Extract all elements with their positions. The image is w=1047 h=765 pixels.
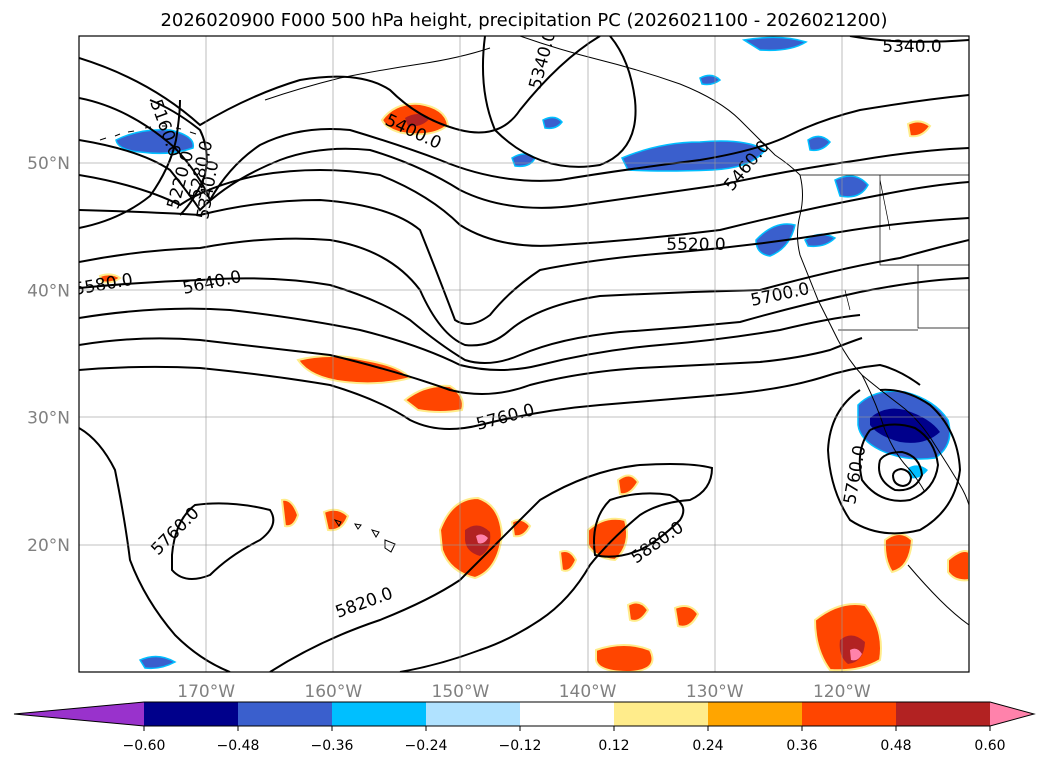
colorbar-swatch xyxy=(896,702,991,726)
colorbar-tick-label: −0.36 xyxy=(311,738,354,754)
height-contour xyxy=(79,307,861,371)
latitude-tick-label: 30°N xyxy=(27,409,70,429)
colorbar-swatch xyxy=(144,702,239,726)
colorbar-swatch xyxy=(14,702,144,726)
latitude-tick-label: 40°N xyxy=(27,281,70,301)
height-contour xyxy=(79,277,969,365)
map-frame xyxy=(78,35,970,673)
precip-weak-negative-patch xyxy=(908,465,928,479)
height-contour xyxy=(892,467,913,488)
contour-label: 5520.0 xyxy=(666,235,725,255)
colorbar-swatch xyxy=(332,702,427,726)
precip-positive-patch xyxy=(403,384,464,413)
precip-negative-patch xyxy=(834,175,869,198)
colorbar-tick-label: −0.24 xyxy=(405,738,448,754)
precip-positive-patch xyxy=(673,605,700,628)
height-contour xyxy=(79,337,863,395)
precip-positive-patch xyxy=(280,498,300,528)
longitude-tick-label: 130°W xyxy=(686,682,744,702)
alaska-coastline xyxy=(264,36,801,176)
precip-shading xyxy=(98,36,969,672)
colorbar-swatch xyxy=(802,702,897,726)
colorbar-swatch xyxy=(614,702,709,726)
precip-positive-patch xyxy=(906,120,932,138)
precip-negative-patch xyxy=(755,223,796,257)
latitude-tick-label: 50°N xyxy=(27,154,70,174)
height-contour xyxy=(79,36,601,134)
gridlines xyxy=(79,36,969,672)
height-contour xyxy=(79,169,969,247)
colorbar: −0.60 −0.48 −0.36 −0.24 −0.12 0.12 0.24 0.36 0.4… xyxy=(13,701,1036,754)
precip-positive-patch xyxy=(947,550,969,582)
height-contour xyxy=(269,463,714,672)
colorbar-swatch xyxy=(426,702,521,726)
colorbar-tick-labels: −0.60 −0.48 −0.36 −0.24 −0.12 0.12 0.24 0.36 0.4… xyxy=(123,726,1006,754)
contour-label: 5340.0 xyxy=(882,37,941,57)
height-contour xyxy=(79,237,969,347)
colorbar-swatch xyxy=(520,702,615,726)
height-contours xyxy=(79,36,969,672)
height-contour xyxy=(79,198,969,325)
longitude-tick-label: 160°W xyxy=(304,682,362,702)
longitude-tick-label: 120°W xyxy=(813,682,871,702)
colorbar-tick-label: −0.48 xyxy=(217,738,260,754)
colorbar-tick-label: −0.60 xyxy=(123,738,166,754)
height-contour xyxy=(826,388,962,535)
precip-positive-patch xyxy=(296,355,412,385)
precip-positive-patch xyxy=(616,474,640,496)
height-contour xyxy=(171,502,275,580)
height-contour xyxy=(79,99,181,229)
colorbar-tick-label: 0.24 xyxy=(692,738,723,754)
political-borders xyxy=(800,174,969,331)
height-contour xyxy=(481,36,637,168)
colorbar-tick-label: 0.48 xyxy=(880,738,911,754)
longitude-tick-labels: 170°W 160°W 150°W 140°W 130°W 120°W xyxy=(177,682,871,702)
precip-max-positive-patch xyxy=(476,534,488,544)
north-america-coastline xyxy=(797,174,969,506)
longitude-tick-label: 150°W xyxy=(432,682,490,702)
chart-title: 2026020900 F000 500 hPa height, precipit… xyxy=(160,10,887,31)
mexico-coastline xyxy=(907,564,969,626)
colorbar-tick-label: −0.12 xyxy=(499,738,542,754)
precip-positive-patch xyxy=(98,273,122,284)
precip-positive-patch xyxy=(558,550,578,572)
precip-negative-patch xyxy=(542,116,563,130)
height-contour xyxy=(878,450,924,492)
colorbar-swatches xyxy=(14,702,1034,726)
longitude-tick-label: 140°W xyxy=(559,682,617,702)
precip-negative-patch xyxy=(620,140,767,172)
colorbar-tick-label: 0.12 xyxy=(598,738,629,754)
colorbar-tick-label: 0.36 xyxy=(786,738,817,754)
map-area: 5340.0 5340.0 5400.0 5460.0 5520.0 5640.… xyxy=(78,35,970,673)
latitude-tick-labels: 20°N 30°N 40°N 50°N xyxy=(27,154,70,556)
colorbar-tick-label: 0.60 xyxy=(974,738,1005,754)
hawaiian-islands xyxy=(333,519,396,553)
precip-positive-patch xyxy=(595,644,654,672)
precip-max-positive-patch xyxy=(850,648,862,661)
precip-positive-patch xyxy=(626,601,650,622)
colorbar-swatch xyxy=(990,702,1034,726)
colorbar-swatch xyxy=(238,702,333,726)
precip-negative-patch xyxy=(138,655,177,670)
longitude-tick-label: 170°W xyxy=(177,682,235,702)
precip-strong-positive-patch xyxy=(405,114,430,127)
height-contour xyxy=(858,423,940,502)
height-contour xyxy=(849,36,969,43)
precip-negative-patch xyxy=(807,135,832,152)
height-contour xyxy=(79,139,969,212)
height-contour xyxy=(79,427,231,672)
colorbar-swatch xyxy=(708,702,803,726)
height-contour xyxy=(593,492,685,558)
precip-negative-patch xyxy=(741,36,808,52)
latitude-tick-label: 20°N xyxy=(27,536,70,556)
